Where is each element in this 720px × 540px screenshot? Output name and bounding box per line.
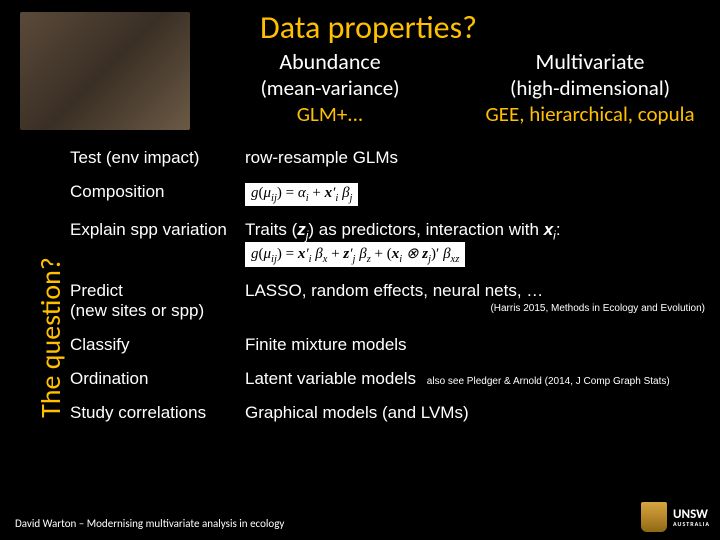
question-cell: Classify <box>70 335 245 355</box>
content-table: Test (env impact) row-resample GLMs Comp… <box>70 148 705 437</box>
answer-cell: Finite mixture models <box>245 335 705 355</box>
answer-text: Latent variable models <box>245 369 416 388</box>
header-left-top: Abundance <box>200 48 460 75</box>
answer-cell: Latent variable models also see Pledger … <box>245 369 705 389</box>
answer-cell: LASSO, random effects, neural nets, … (H… <box>245 281 705 314</box>
answer-cell: Traits (zj) as predictors, interaction w… <box>245 220 705 267</box>
table-row: Predict(new sites or spp) LASSO, random … <box>70 281 705 321</box>
table-row: Composition g(μij) = αi + x′i βj <box>70 182 705 206</box>
header-left-mid: (mean-variance) <box>200 75 460 101</box>
formula-traits: g(μij) = x′i βx + z′j βz + (xi ⊗ zj)′ βx… <box>245 242 465 267</box>
header-right-top: Multivariate <box>450 48 720 75</box>
table-row: Explain spp variation Traits (zj) as pre… <box>70 220 705 267</box>
header-right-mid: (high-dimensional) <box>450 75 720 101</box>
photo-thumbnail <box>20 12 190 130</box>
answer-cell: Graphical models (and LVMs) <box>245 403 705 423</box>
header-right-bot: GEE, hierarchical, copula <box>450 101 720 127</box>
sidebar-question-label: The question? <box>33 257 68 418</box>
header-abundance: Abundance (mean-variance) GLM+... <box>200 48 460 127</box>
footer-credit: David Warton – Modernising multivariate … <box>15 517 284 530</box>
logo-big: UNSW <box>673 508 710 521</box>
table-row: Test (env impact) row-resample GLMs <box>70 148 705 168</box>
formula-composition: g(μij) = αi + x′i βj <box>245 183 358 206</box>
question-cell: Composition <box>70 182 245 202</box>
table-row: Ordination Latent variable models also s… <box>70 369 705 389</box>
question-cell: Ordination <box>70 369 245 389</box>
answer-prefix: Traits ( <box>245 220 297 239</box>
citation-pledger: also see Pledger & Arnold (2014, J Comp … <box>427 376 670 387</box>
answer-cell: row-resample GLMs <box>245 148 705 168</box>
question-cell: Study correlations <box>70 403 245 423</box>
question-cell: Explain spp variation <box>70 220 245 240</box>
answer-mid: ) as predictors, interaction with <box>308 220 543 239</box>
question-cell: Test (env impact) <box>70 148 245 168</box>
slide-title: Data properties? <box>260 8 477 47</box>
header-left-bot: GLM+... <box>200 101 460 127</box>
table-row: Classify Finite mixture models <box>70 335 705 355</box>
logo-text: UNSW AUSTRALIA <box>673 508 710 527</box>
answer-text: LASSO, random effects, neural nets, … <box>245 281 543 300</box>
answer-suffix: : <box>556 220 561 239</box>
header-multivariate: Multivariate (high-dimensional) GEE, hie… <box>450 48 720 127</box>
logo-sub: AUSTRALIA <box>673 521 710 527</box>
answer-cell: g(μij) = αi + x′i βj <box>245 182 705 206</box>
unsw-logo: UNSW AUSTRALIA <box>641 502 710 532</box>
citation-harris: (Harris 2015, Methods in Ecology and Evo… <box>245 303 705 314</box>
table-row: Study correlations Graphical models (and… <box>70 403 705 423</box>
crest-icon <box>641 502 667 532</box>
question-cell: Predict(new sites or spp) <box>70 281 245 321</box>
